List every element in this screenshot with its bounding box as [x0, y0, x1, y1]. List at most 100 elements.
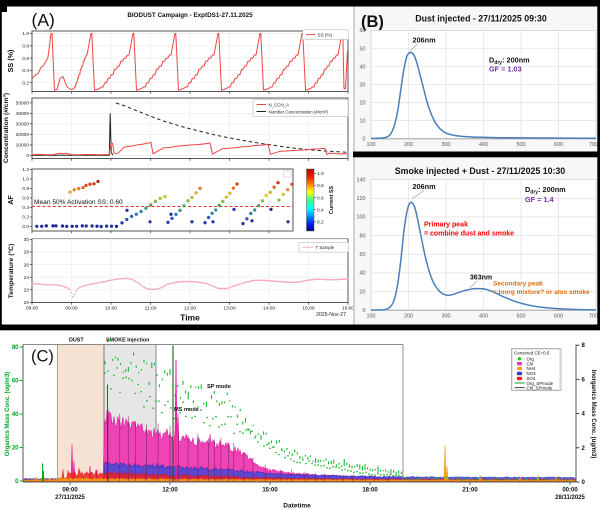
svg-text:0: 0	[26, 153, 29, 159]
svg-text:700: 700	[589, 314, 598, 320]
svg-text:30000: 30000	[16, 122, 30, 128]
svg-text:Ddry: 200nm: Ddry: 200nm	[525, 185, 566, 196]
svg-text:12:00: 12:00	[162, 488, 178, 494]
svg-text:13:00: 13:00	[223, 306, 236, 312]
svg-text:Datetime: Datetime	[283, 503, 311, 510]
svg-text:0.0: 0.0	[22, 224, 29, 230]
svg-text:21:00: 21:00	[462, 488, 478, 494]
svg-text:10: 10	[360, 119, 366, 125]
svg-text:0.8: 0.8	[22, 44, 29, 50]
svg-text:Chl: Chl	[527, 361, 534, 366]
svg-text:28/11/2025: 28/11/2025	[555, 495, 585, 501]
svg-text:SO4: SO4	[527, 376, 536, 381]
svg-text:200: 200	[404, 142, 413, 148]
svg-text:27/11/2025: 27/11/2025	[55, 495, 85, 501]
svg-text:Smoke injected + Dust - 27/11: Smoke injected + Dust - 27/11/2025 10:30	[395, 166, 566, 176]
svg-text:15:00: 15:00	[262, 488, 278, 494]
svg-text:206nm: 206nm	[412, 182, 436, 191]
svg-text:Dust injected - 27/11/2025 09:: Dust injected - 27/11/2025 09:30	[415, 14, 547, 24]
svg-text:22: 22	[24, 288, 30, 294]
svg-text:40: 40	[360, 271, 366, 277]
svg-text:11:00: 11:00	[145, 306, 157, 312]
svg-text:20: 20	[360, 289, 366, 295]
svg-text:N_CCN_A: N_CCN_A	[269, 102, 290, 107]
svg-text:2: 2	[582, 446, 586, 452]
svg-text:(B): (B)	[361, 13, 384, 31]
svg-text:700: 700	[589, 142, 598, 148]
svg-text:1.0: 1.0	[317, 171, 324, 177]
svg-text:(A): (A)	[32, 10, 55, 30]
svg-text:DUST: DUST	[69, 338, 84, 344]
svg-text:206nm: 206nm	[412, 36, 436, 45]
svg-text:Secondary peak: Secondary peak	[493, 281, 543, 288]
svg-text:09:00: 09:00	[62, 488, 78, 494]
svg-text:0.2: 0.2	[22, 80, 29, 86]
svg-text:T Sample: T Sample	[316, 245, 335, 250]
svg-text:0.8: 0.8	[22, 186, 29, 192]
svg-text:Current SS: Current SS	[329, 186, 335, 215]
svg-text:09:00: 09:00	[65, 306, 78, 312]
svg-text:Time: Time	[180, 313, 200, 323]
svg-text:Chl_SPmode: Chl_SPmode	[527, 385, 553, 390]
svg-text:100: 100	[357, 215, 366, 221]
svg-text:0.2: 0.2	[22, 215, 29, 221]
svg-text:0.4: 0.4	[22, 205, 29, 211]
svg-text:50: 50	[360, 46, 366, 52]
svg-text:Concentration (#/cm³): Concentration (#/cm³)	[3, 93, 10, 163]
svg-text:SMOKE Injection: SMOKE Injection	[106, 338, 149, 344]
svg-text:0.2: 0.2	[317, 220, 324, 226]
svg-text:16:00: 16:00	[342, 306, 355, 312]
svg-text:363nm: 363nm	[470, 275, 492, 282]
svg-text:140: 140	[357, 177, 366, 183]
svg-text:SS (%): SS (%)	[318, 32, 333, 37]
svg-text:0: 0	[15, 479, 19, 485]
svg-text:10000: 10000	[16, 143, 30, 149]
svg-text:30: 30	[360, 82, 366, 88]
svg-text:Organics Mass Conc. (ug/m3): Organics Mass Conc. (ug/m3)	[5, 372, 11, 456]
svg-text:0.6: 0.6	[22, 196, 29, 202]
svg-text:4: 4	[582, 412, 586, 418]
svg-text:Corrected CE=0.5: Corrected CE=0.5	[514, 351, 550, 356]
svg-text:1.2: 1.2	[22, 167, 29, 173]
svg-text:GF = 1.03: GF = 1.03	[489, 65, 522, 74]
svg-text:300: 300	[442, 142, 451, 148]
svg-text:Primary peak: Primary peak	[424, 222, 468, 229]
svg-text:Mean 50% Activation SS: 0.60: Mean 50% Activation SS: 0.60	[34, 199, 123, 206]
svg-text:60: 60	[360, 28, 366, 34]
svg-text:0.6: 0.6	[317, 195, 324, 201]
svg-text:1.0: 1.0	[22, 31, 29, 37]
svg-text:BIODUST Campaign - ExptDS1-27.: BIODUST Campaign - ExptDS1-27.11.2025	[127, 12, 253, 19]
svg-text:20: 20	[24, 300, 30, 306]
svg-text:0.4: 0.4	[22, 68, 29, 74]
svg-text:50000: 50000	[16, 100, 30, 106]
svg-text:40000: 40000	[16, 111, 30, 117]
svg-text:60: 60	[12, 379, 19, 385]
svg-text:26: 26	[24, 262, 30, 268]
svg-text:Org_SPmode: Org_SPmode	[527, 381, 554, 386]
svg-text:SS (%): SS (%)	[6, 49, 15, 72]
svg-text:08:00: 08:00	[26, 306, 39, 312]
svg-text:600: 600	[554, 314, 563, 320]
svg-text:= Inorg mixture? or also smoke: = Inorg mixture? or also smoke	[493, 289, 590, 296]
svg-text:2025-Nov-27: 2025-Nov-27	[316, 312, 346, 318]
svg-text:0.4: 0.4	[317, 207, 324, 213]
svg-text:Number Concentration (#/cm³): Number Concentration (#/cm³)	[269, 109, 329, 114]
svg-text:SP mode: SP mode	[207, 384, 231, 390]
svg-text:60: 60	[360, 252, 366, 258]
svg-text:6: 6	[582, 377, 586, 383]
svg-text:0: 0	[363, 137, 366, 143]
svg-text:80: 80	[12, 345, 19, 351]
svg-text:20: 20	[360, 100, 366, 106]
svg-text:NO3: NO3	[527, 371, 537, 376]
svg-text:200: 200	[404, 314, 413, 320]
svg-text:300: 300	[442, 314, 451, 320]
svg-text:GF = 1.4: GF = 1.4	[525, 195, 555, 204]
svg-text:NH4: NH4	[527, 366, 536, 371]
svg-text:40: 40	[360, 64, 366, 70]
svg-text:600: 600	[554, 142, 563, 148]
svg-text:Ddry: 200nm: Ddry: 200nm	[489, 56, 530, 67]
svg-text:30: 30	[24, 237, 30, 243]
svg-text:100: 100	[367, 142, 376, 148]
svg-text:500: 500	[517, 142, 526, 148]
svg-text:Inorganics Mass Conc. (ug/m3): Inorganics Mass Conc. (ug/m3)	[590, 370, 596, 459]
